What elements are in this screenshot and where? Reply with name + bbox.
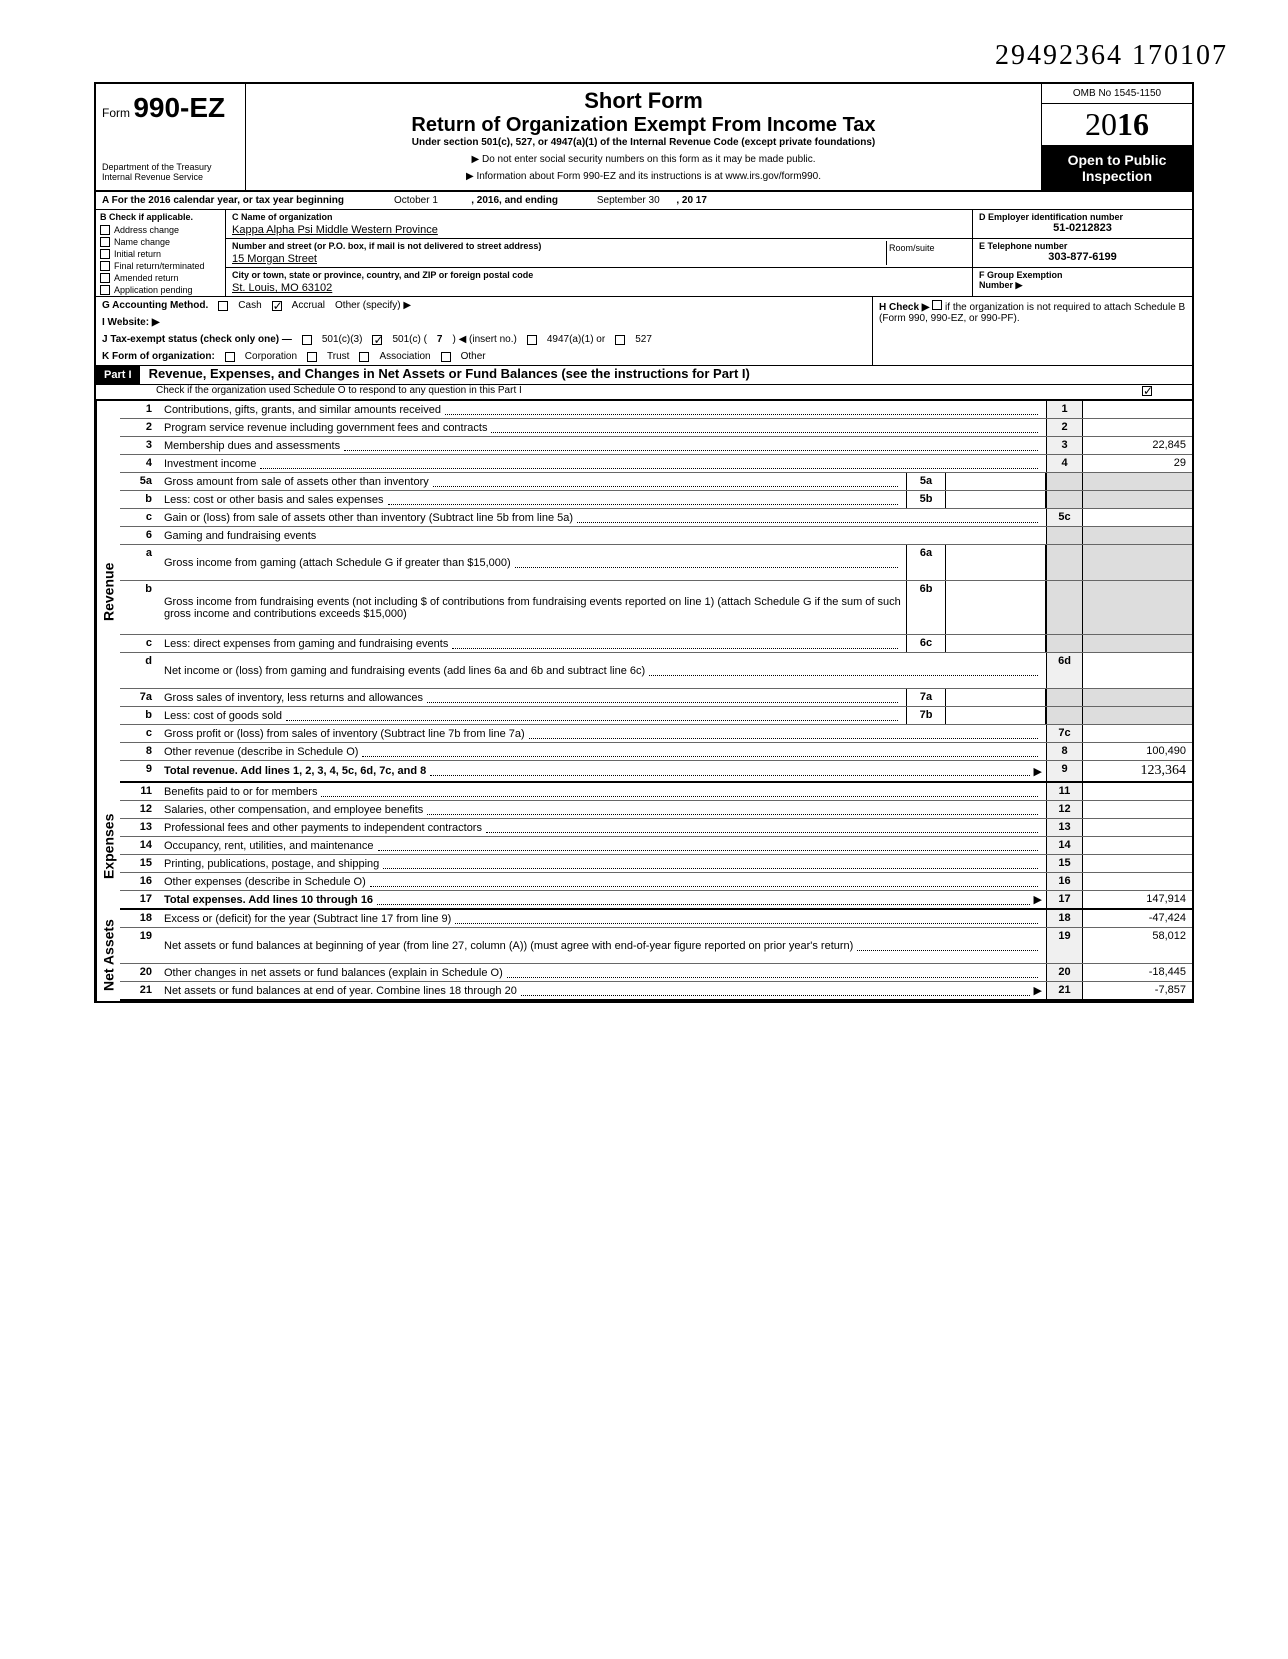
instr-info: ▶ Information about Form 990-EZ and its … <box>256 171 1031 182</box>
ein: 51-0212823 <box>979 222 1186 234</box>
check-4947[interactable] <box>527 335 537 345</box>
check-amended[interactable] <box>100 273 110 283</box>
dept-treasury: Department of the Treasury <box>102 162 239 172</box>
instr-ssn: ▶ Do not enter social security numbers o… <box>256 154 1031 165</box>
handwritten-header: 29492364 170107 <box>60 40 1228 72</box>
section-bcdef: B Check if applicable. Address change Na… <box>96 210 1192 297</box>
col-c-org: C Name of organization Kappa Alpha Psi M… <box>226 210 972 296</box>
org-city: St. Louis, MO 63102 <box>232 282 966 294</box>
website-label: I Website: ▶ <box>102 317 160 328</box>
net-assets-section: Net Assets 18Excess or (deficit) for the… <box>96 910 1192 1001</box>
short-form-title: Short Form <box>256 88 1031 114</box>
revenue-section: Revenue 1Contributions, gifts, grants, a… <box>96 401 1192 783</box>
val-19: 58,012 <box>1082 928 1192 963</box>
check-schedule-b[interactable] <box>932 300 942 310</box>
side-expenses: Expenses <box>96 783 120 910</box>
val-21: -7,857 <box>1082 982 1192 999</box>
check-association[interactable] <box>359 352 369 362</box>
side-net-assets: Net Assets <box>96 910 120 1001</box>
form-number: 990-EZ <box>133 92 225 123</box>
room-suite: Room/suite <box>886 241 966 265</box>
row-gh: G Accounting Method. Cash Accrual Other … <box>96 297 1192 366</box>
val-20: -18,445 <box>1082 964 1192 981</box>
form-header: Form 990-EZ Department of the Treasury I… <box>96 84 1192 192</box>
check-schedule-o[interactable] <box>1142 386 1152 396</box>
check-trust[interactable] <box>307 352 317 362</box>
val-3: 22,845 <box>1082 437 1192 454</box>
open-to-public: Open to Public Inspection <box>1042 146 1192 190</box>
telephone: 303-877-6199 <box>979 251 1186 263</box>
side-revenue: Revenue <box>96 401 120 783</box>
expenses-section: Expenses 11Benefits paid to or for membe… <box>96 783 1192 910</box>
check-name-change[interactable] <box>100 237 110 247</box>
org-name: Kappa Alpha Psi Middle Western Province <box>232 224 966 236</box>
part1-header: Part I Revenue, Expenses, and Changes in… <box>96 366 1192 385</box>
check-501c3[interactable] <box>302 335 312 345</box>
val-18: -47,424 <box>1082 910 1192 927</box>
check-final-return[interactable] <box>100 261 110 271</box>
col-b-checks: B Check if applicable. Address change Na… <box>96 210 226 296</box>
val-9: 123,364 <box>1082 761 1192 781</box>
tax-year: 2016 <box>1042 104 1192 146</box>
subtitle: Under section 501(c), 527, or 4947(a)(1)… <box>256 137 1031 148</box>
header-center: Short Form Return of Organization Exempt… <box>246 84 1042 190</box>
check-address-change[interactable] <box>100 225 110 235</box>
check-corporation[interactable] <box>225 352 235 362</box>
header-right: OMB No 1545-1150 2016 Open to Public Ins… <box>1042 84 1192 190</box>
omb-number: OMB No 1545-1150 <box>1042 84 1192 104</box>
val-4: 29 <box>1082 455 1192 472</box>
check-initial-return[interactable] <box>100 249 110 259</box>
check-other[interactable] <box>441 352 451 362</box>
row-a-tax-year: A For the 2016 calendar year, or tax yea… <box>96 192 1192 210</box>
check-accrual[interactable] <box>272 301 282 311</box>
check-cash[interactable] <box>218 301 228 311</box>
check-501c[interactable] <box>372 335 382 345</box>
check-527[interactable] <box>615 335 625 345</box>
form-990ez: Form 990-EZ Department of the Treasury I… <box>94 82 1194 1003</box>
form-label: Form <box>102 106 130 120</box>
org-address: 15 Morgan Street <box>232 253 886 265</box>
return-title: Return of Organization Exempt From Incom… <box>256 114 1031 137</box>
h-section: H Check ▶ if the organization is not req… <box>872 297 1192 365</box>
val-8: 100,490 <box>1082 743 1192 760</box>
val-17: 147,914 <box>1082 891 1192 908</box>
header-left: Form 990-EZ Department of the Treasury I… <box>96 84 246 190</box>
check-application-pending[interactable] <box>100 285 110 295</box>
dept-irs: Internal Revenue Service <box>102 172 239 182</box>
col-def: D Employer identification number 51-0212… <box>972 210 1192 296</box>
